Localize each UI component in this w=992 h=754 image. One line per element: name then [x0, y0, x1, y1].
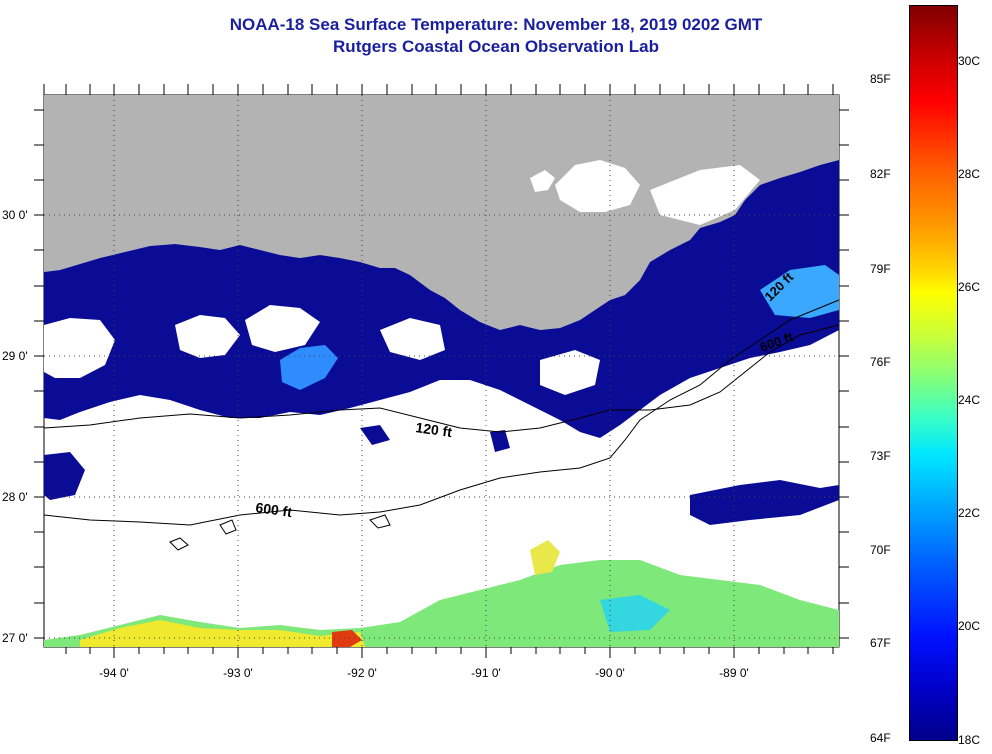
colorbar-c-label: 30C	[958, 54, 981, 68]
red-patch	[332, 630, 362, 647]
cold-patch	[360, 425, 390, 445]
warm-patch	[760, 265, 839, 318]
map-title: NOAA-18 Sea Surface Temperature: Novembe…	[0, 14, 992, 58]
cloud-patch	[245, 305, 320, 352]
grid-lines	[44, 95, 839, 647]
lon-label: -94 0'	[99, 666, 129, 680]
colorbar-f-label: 76F	[870, 355, 891, 369]
colorbar-c-label: 28C	[958, 167, 981, 181]
colorbar-c-label: 18C	[958, 733, 981, 747]
title-line-1: NOAA-18 Sea Surface Temperature: Novembe…	[229, 15, 763, 34]
cold-patch	[690, 480, 839, 525]
contour-label: 600 ft	[255, 499, 294, 520]
lon-label: -92 0'	[347, 666, 377, 680]
yellow-strip	[80, 620, 365, 647]
colorbar-f-label: 67F	[870, 636, 891, 650]
lat-label: 29 0'	[2, 349, 28, 363]
contour-island	[219, 519, 237, 535]
colorbar-c-label: 20C	[958, 619, 981, 633]
colorbar-c-label: 24C	[958, 393, 981, 407]
cold-patch	[44, 452, 85, 500]
colorbar-c-label: 22C	[958, 506, 981, 520]
colorbar-f-label: 73F	[870, 449, 891, 463]
temperature-colorbar	[909, 5, 958, 741]
contour-line-600ft	[43, 299, 840, 526]
coast-cloud	[650, 165, 760, 225]
land-area	[44, 95, 839, 330]
lat-label: 30 0'	[2, 208, 28, 222]
contour-label: 120 ft	[415, 419, 454, 440]
contour-island	[169, 537, 189, 551]
colorbar-f-label: 64F	[870, 731, 891, 745]
cyan-patch	[600, 595, 670, 632]
axis-ticks	[34, 84, 849, 658]
contour-island	[369, 514, 391, 529]
lake	[555, 160, 640, 212]
lon-label: -90 0'	[595, 666, 625, 680]
lon-label: -93 0'	[223, 666, 253, 680]
title-line-2: Rutgers Coastal Ocean Observation Lab	[333, 37, 659, 56]
lon-label: -89 0'	[719, 666, 749, 680]
cold-patch	[490, 430, 510, 452]
lon-label: -91 0'	[471, 666, 501, 680]
cloud-patch	[380, 318, 445, 360]
cloud-patch	[44, 318, 115, 378]
cold-water-band	[44, 160, 839, 438]
lake-small	[530, 170, 555, 192]
colorbar-f-label: 82F	[870, 167, 891, 181]
colorbar-f-label: 70F	[870, 543, 891, 557]
lat-label: 28 0'	[2, 490, 28, 504]
cloud-patch	[175, 315, 240, 358]
contour-line-120ft	[43, 324, 840, 433]
colorbar-f-label: 85F	[870, 72, 891, 86]
colorbar-f-label: 79F	[870, 262, 891, 276]
cloud-patch	[540, 350, 600, 395]
colorbar-c-label: 26C	[958, 280, 981, 294]
yellow-patch	[530, 540, 560, 575]
lat-label: 27 0'	[2, 631, 28, 645]
